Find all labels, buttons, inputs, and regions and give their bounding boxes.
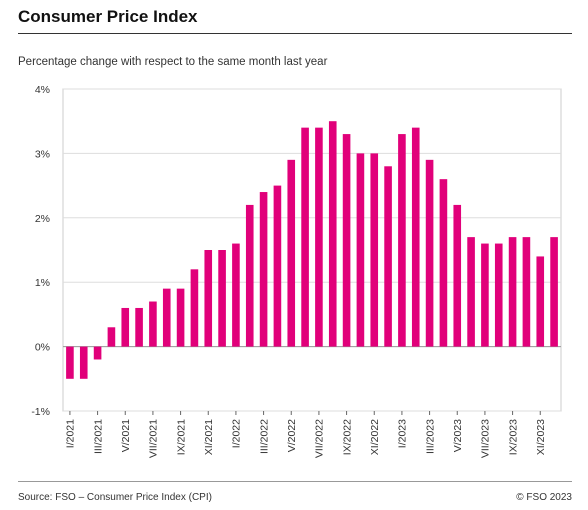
- bar: [356, 153, 365, 347]
- x-tick-label: VII/2021: [148, 419, 160, 458]
- x-tick-label: III/2022: [258, 419, 270, 454]
- title-divider: [18, 33, 572, 34]
- bar: [550, 237, 558, 347]
- copyright-note: © FSO 2023: [516, 492, 572, 503]
- bar: [398, 134, 406, 347]
- x-tick-label: V/2022: [286, 419, 298, 452]
- bar: [259, 192, 268, 347]
- bar: [121, 307, 130, 347]
- y-tick-label: -1%: [31, 406, 50, 418]
- x-tick-label: V/2021: [120, 419, 132, 452]
- bar: [370, 153, 379, 347]
- bar: [342, 134, 351, 347]
- bar: [232, 243, 240, 347]
- y-tick-label: 4%: [35, 84, 50, 96]
- y-tick-label: 1%: [35, 277, 50, 289]
- bar: [425, 159, 434, 347]
- chart-subtitle: Percentage change with respect to the sa…: [18, 56, 328, 68]
- bar: [287, 159, 296, 347]
- x-tick-label: XI/2022: [369, 419, 381, 455]
- bar: [162, 288, 171, 347]
- bar: [190, 269, 199, 347]
- bar: [245, 204, 254, 347]
- bar: [66, 346, 74, 379]
- y-tick-label: 3%: [35, 148, 50, 160]
- x-tick-label: IX/2021: [175, 419, 187, 455]
- x-tick-label: V/2023: [452, 419, 464, 452]
- bar: [494, 243, 503, 347]
- bar-series: [66, 121, 558, 379]
- x-tick-label: I/2021: [65, 419, 77, 448]
- bar: [439, 179, 448, 347]
- bar: [467, 237, 475, 347]
- bar: [301, 127, 309, 347]
- bar: [328, 121, 337, 347]
- bar: [79, 346, 88, 379]
- y-tick-label: 2%: [35, 213, 50, 225]
- bar: [536, 256, 545, 347]
- bar: [273, 185, 282, 347]
- bar: [93, 346, 102, 360]
- x-tick-label: VII/2023: [480, 419, 492, 458]
- footer-divider: [18, 481, 572, 482]
- bar: [481, 243, 489, 347]
- chart-title: Consumer Price Index: [18, 7, 198, 26]
- x-tick-label: IX/2023: [507, 419, 519, 455]
- grid-lines: [62, 88, 562, 412]
- bar: [204, 250, 213, 347]
- bar: [176, 288, 185, 347]
- x-tick-label: I/2023: [397, 419, 409, 448]
- bar: [508, 237, 517, 347]
- y-tick-label: 0%: [35, 342, 50, 354]
- bar: [453, 204, 462, 347]
- bar: [522, 237, 531, 347]
- source-note: Source: FSO – Consumer Price Index (CPI): [18, 492, 212, 503]
- bar: [384, 166, 392, 347]
- x-tick-label: XI/2021: [203, 419, 215, 455]
- x-tick-label: III/2023: [424, 419, 436, 454]
- axes: -1% 0% 1% 2% 3% 4% I/2021 III/2021 V/2021 VII/202…: [31, 84, 547, 458]
- x-tick-label: I/2022: [231, 419, 243, 448]
- x-tick-label: VII/2022: [314, 419, 326, 458]
- bar: [411, 127, 420, 347]
- bar: [135, 307, 143, 347]
- x-tick-label: IX/2022: [341, 419, 353, 455]
- bar: [315, 127, 323, 347]
- bar-chart: -1% 0% 1% 2% 3% 4% I/2021 III/2021 V/2021 VII/202…: [31, 84, 562, 458]
- bar: [107, 327, 116, 347]
- x-tick-label: XI/2023: [535, 419, 547, 455]
- bar: [218, 250, 226, 347]
- x-tick-label: III/2021: [92, 419, 104, 454]
- bar: [149, 301, 157, 347]
